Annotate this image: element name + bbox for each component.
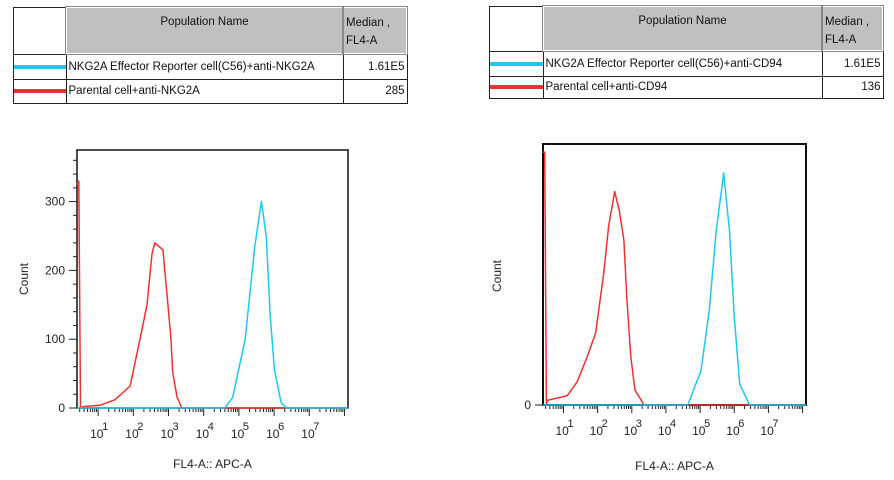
population-name: NKG2A Effector Reporter cell(C56)+anti-C…	[542, 50, 823, 77]
x-tick-label-exponent: 6	[738, 418, 744, 430]
color-swatch	[489, 50, 544, 77]
legend-table-right: Population Name Median , FL4-A NKG2A Effe…	[489, 5, 884, 99]
y-tick-label: 200	[45, 263, 65, 277]
histogram-effector-reporter-cell	[77, 200, 348, 409]
column-header-median: Median , FL4-A	[821, 5, 884, 52]
median-label: Median ,	[825, 16, 870, 28]
column-header-median: Median , FL4-A	[342, 6, 408, 55]
plot-frame	[76, 149, 349, 409]
table-row: NKG2A Effector Reporter cell(C56)+anti-N…	[13, 53, 408, 80]
y-axis-label: Count	[490, 259, 504, 292]
x-tick-label-base: 10	[760, 424, 774, 438]
legend-table-left: Population Name Median , FL4-A NKG2A Effe…	[13, 6, 408, 104]
color-swatch	[489, 75, 544, 99]
table-row: NKG2A Effector Reporter cell(C56)+anti-C…	[489, 50, 884, 77]
x-axis-label: FL4-A:: APC-A	[173, 457, 252, 471]
x-tick-label-base: 10	[590, 424, 604, 438]
blank-cell	[13, 6, 67, 55]
median-value: 136	[821, 75, 884, 99]
median-value: 1.61E5	[342, 53, 408, 80]
x-tick-label-base: 10	[231, 427, 245, 441]
x-tick-label-base: 10	[90, 427, 104, 441]
histogram-parental-cell	[76, 180, 348, 409]
histogram-effector-reporter-cell	[543, 172, 806, 406]
x-tick-label-base: 10	[658, 424, 672, 438]
table-row: Parental cell+anti-CD94 136	[489, 75, 884, 99]
column-header-population: Population Name	[542, 5, 823, 52]
x-tick-label-exponent: 1	[102, 421, 108, 433]
y-tick-label: 100	[45, 332, 65, 346]
x-tick-label-exponent: 7	[772, 418, 778, 430]
x-tick-label-exponent: 7	[313, 421, 319, 433]
table-row: Parental cell+anti-NKG2A 285	[13, 78, 408, 104]
x-tick-label-base: 10	[266, 427, 280, 441]
x-tick-label-exponent: 4	[670, 418, 676, 430]
x-tick-label-base: 10	[555, 424, 569, 438]
x-tick-label-exponent: 6	[278, 421, 284, 433]
color-swatch	[13, 78, 67, 104]
x-tick-label-exponent: 3	[636, 418, 642, 430]
x-tick-label-exponent: 4	[208, 421, 214, 433]
x-tick-label-exponent: 5	[243, 421, 249, 433]
plot-frame	[542, 143, 807, 406]
x-tick-label-exponent: 5	[704, 418, 710, 430]
x-axis-label: FL4-A:: APC-A	[635, 459, 714, 473]
y-tick-label: 0	[58, 401, 65, 415]
x-tick-label-base: 10	[624, 424, 638, 438]
x-tick-label-base: 10	[726, 424, 740, 438]
x-tick-label-exponent: 2	[602, 418, 608, 430]
median-param: FL4-A	[346, 35, 378, 47]
blank-cell	[489, 5, 544, 52]
x-tick-label-base: 10	[692, 424, 706, 438]
color-swatch	[13, 53, 67, 80]
column-header-population: Population Name	[65, 6, 344, 55]
y-tick-label: 300	[45, 195, 65, 209]
x-tick-label-base: 10	[301, 427, 315, 441]
population-name: Parental cell+anti-NKG2A	[65, 78, 344, 104]
median-param: FL4-A	[825, 34, 857, 46]
median-value: 1.61E5	[821, 50, 884, 77]
median-label: Median ,	[346, 17, 391, 29]
x-tick-label-base: 10	[125, 427, 139, 441]
x-tick-label-exponent: 3	[173, 421, 179, 433]
x-tick-label-exponent: 1	[567, 418, 573, 430]
y-axis-label: Count	[17, 262, 31, 295]
x-tick-label-base: 10	[196, 427, 210, 441]
x-tick-label-exponent: 2	[137, 421, 143, 433]
population-name: Parental cell+anti-CD94	[542, 75, 823, 99]
median-value: 285	[342, 78, 408, 104]
x-tick-label-base: 10	[161, 427, 175, 441]
histogram-parental-cell	[543, 151, 806, 406]
y-tick-label: 0	[524, 398, 531, 412]
